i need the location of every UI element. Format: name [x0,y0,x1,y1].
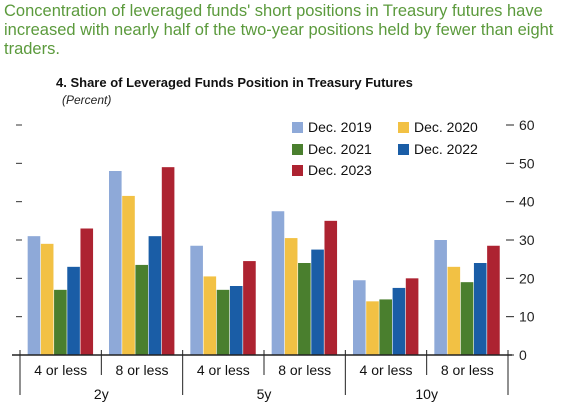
legend-swatch-Dec-2022 [398,144,409,155]
bar-2y-4-or-less-Dec-2021 [54,289,67,355]
y-tick-label-40: 40 [519,194,535,210]
bar-5y-8-or-less-Dec-2023 [324,220,338,355]
chart-title: 4. Share of Leveraged Funds Position in … [56,75,413,90]
bar-5y-4-or-less-Dec-2019 [190,245,203,355]
axes [12,124,514,395]
bar-5y-8-or-less-Dec-2020 [284,238,298,355]
legend-label-Dec-2023: Dec. 2023 [308,162,372,178]
bar-10y-8-or-less-Dec-2021 [460,282,474,355]
bar-2y-4-or-less-Dec-2020 [40,243,54,355]
bar-5y-8-or-less-Dec-2021 [298,263,311,355]
bar-2y-8-or-less-Dec-2023 [161,167,175,355]
bar-2y-4-or-less-Dec-2019 [27,236,41,355]
bar-10y-4-or-less-Dec-2019 [353,280,366,355]
legend-label-Dec-2021: Dec. 2021 [308,141,372,157]
legend-swatch-Dec-2021 [292,144,303,155]
bar-5y-4-or-less-Dec-2020 [203,276,217,355]
x-tick-label-0: 4 or less [34,362,87,378]
bar-5y-4-or-less-Dec-2021 [216,289,230,355]
headline: Concentration of leveraged funds' short … [4,2,554,58]
bar-10y-4-or-less-Dec-2022 [392,287,406,355]
bar-2y-8-or-less-Dec-2020 [122,195,135,355]
x-group-label-5y: 5y [257,386,272,402]
bar-10y-4-or-less-Dec-2020 [366,301,379,355]
y-tick-label-30: 30 [519,232,535,248]
bar-10y-4-or-less-Dec-2023 [405,278,419,355]
legend-label-Dec-2020: Dec. 2020 [414,119,478,135]
bar-10y-8-or-less-Dec-2023 [487,245,500,355]
bars [27,167,500,355]
bar-10y-8-or-less-Dec-2019 [434,240,447,355]
y-tick-label-20: 20 [519,270,535,286]
bar-10y-8-or-less-Dec-2020 [447,266,461,355]
bar-10y-8-or-less-Dec-2022 [473,263,487,355]
y-tick-label-0: 0 [519,347,527,363]
x-tick-label-1: 8 or less [116,362,169,378]
x-group-label-2y: 2y [94,386,109,402]
bar-2y-4-or-less-Dec-2022 [67,266,80,355]
legend-label-Dec-2022: Dec. 2022 [414,141,478,157]
x-tick-label-2: 4 or less [197,362,250,378]
x-tick-label-4: 4 or less [360,362,413,378]
y-tick-labels: 0 10 20 30 40 50 60 [519,117,535,363]
bar-10y-4-or-less-Dec-2021 [379,299,392,355]
x-group-label-10y: 10y [415,386,438,402]
y-tick-label-10: 10 [519,309,535,325]
bar-2y-8-or-less-Dec-2019 [109,171,122,355]
bar-5y-8-or-less-Dec-2019 [271,211,285,355]
legend-swatch-Dec-2020 [398,122,409,133]
bar-2y-8-or-less-Dec-2021 [135,264,148,355]
legend: Dec. 2019 Dec. 2020 Dec. 2021 Dec. 2022 Dec.… [292,119,478,178]
bar-5y-4-or-less-Dec-2023 [243,261,256,355]
y-tick-label-60: 60 [519,117,535,133]
bar-2y-8-or-less-Dec-2022 [148,236,162,355]
x-tick-label-5: 8 or less [441,362,494,378]
y-tick-label-50: 50 [519,155,535,171]
chart-subtitle: (Percent) [62,93,112,107]
bar-5y-4-or-less-Dec-2022 [229,286,243,355]
legend-swatch-Dec-2019 [292,122,303,133]
bar-5y-8-or-less-Dec-2022 [311,249,324,355]
x-tick-label-3: 8 or less [278,362,331,378]
legend-label-Dec-2019: Dec. 2019 [308,119,372,135]
bar-2y-4-or-less-Dec-2023 [80,228,94,355]
x-tick-labels: 4 or less 8 or less 4 or less 8 or less 4 or… [34,362,494,402]
left-tick-marks [16,124,22,318]
legend-swatch-Dec-2023 [292,165,303,176]
